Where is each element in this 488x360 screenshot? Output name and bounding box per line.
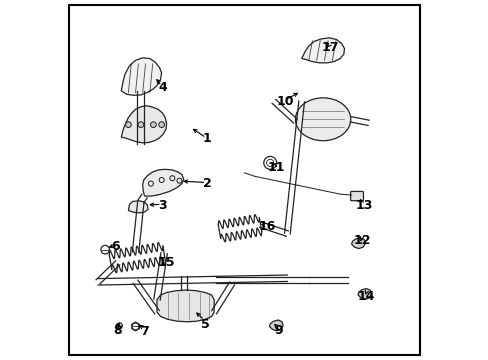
Circle shape bbox=[138, 122, 143, 127]
Polygon shape bbox=[157, 290, 214, 322]
Circle shape bbox=[125, 122, 131, 127]
Text: 9: 9 bbox=[274, 324, 282, 337]
Text: 15: 15 bbox=[157, 256, 174, 269]
Text: 6: 6 bbox=[111, 240, 120, 253]
Circle shape bbox=[159, 122, 164, 127]
Text: 12: 12 bbox=[353, 234, 370, 247]
Polygon shape bbox=[121, 58, 162, 95]
FancyBboxPatch shape bbox=[350, 192, 363, 201]
Polygon shape bbox=[121, 106, 166, 143]
Text: 1: 1 bbox=[202, 132, 211, 145]
Polygon shape bbox=[269, 320, 283, 331]
Polygon shape bbox=[301, 38, 344, 63]
Text: 7: 7 bbox=[140, 325, 148, 338]
Text: 2: 2 bbox=[202, 177, 211, 190]
Text: 13: 13 bbox=[355, 198, 372, 212]
Ellipse shape bbox=[295, 98, 350, 141]
Text: 10: 10 bbox=[276, 95, 294, 108]
Polygon shape bbox=[142, 169, 183, 196]
Text: 8: 8 bbox=[113, 324, 122, 337]
Text: 14: 14 bbox=[356, 289, 374, 303]
Polygon shape bbox=[351, 238, 365, 249]
Polygon shape bbox=[128, 201, 148, 213]
Text: 11: 11 bbox=[267, 161, 285, 174]
Text: 17: 17 bbox=[321, 41, 338, 54]
Text: 16: 16 bbox=[259, 220, 276, 233]
Polygon shape bbox=[357, 289, 371, 299]
Text: 3: 3 bbox=[158, 198, 166, 212]
Text: 4: 4 bbox=[158, 81, 166, 94]
Text: 5: 5 bbox=[201, 318, 209, 331]
Circle shape bbox=[150, 122, 156, 127]
